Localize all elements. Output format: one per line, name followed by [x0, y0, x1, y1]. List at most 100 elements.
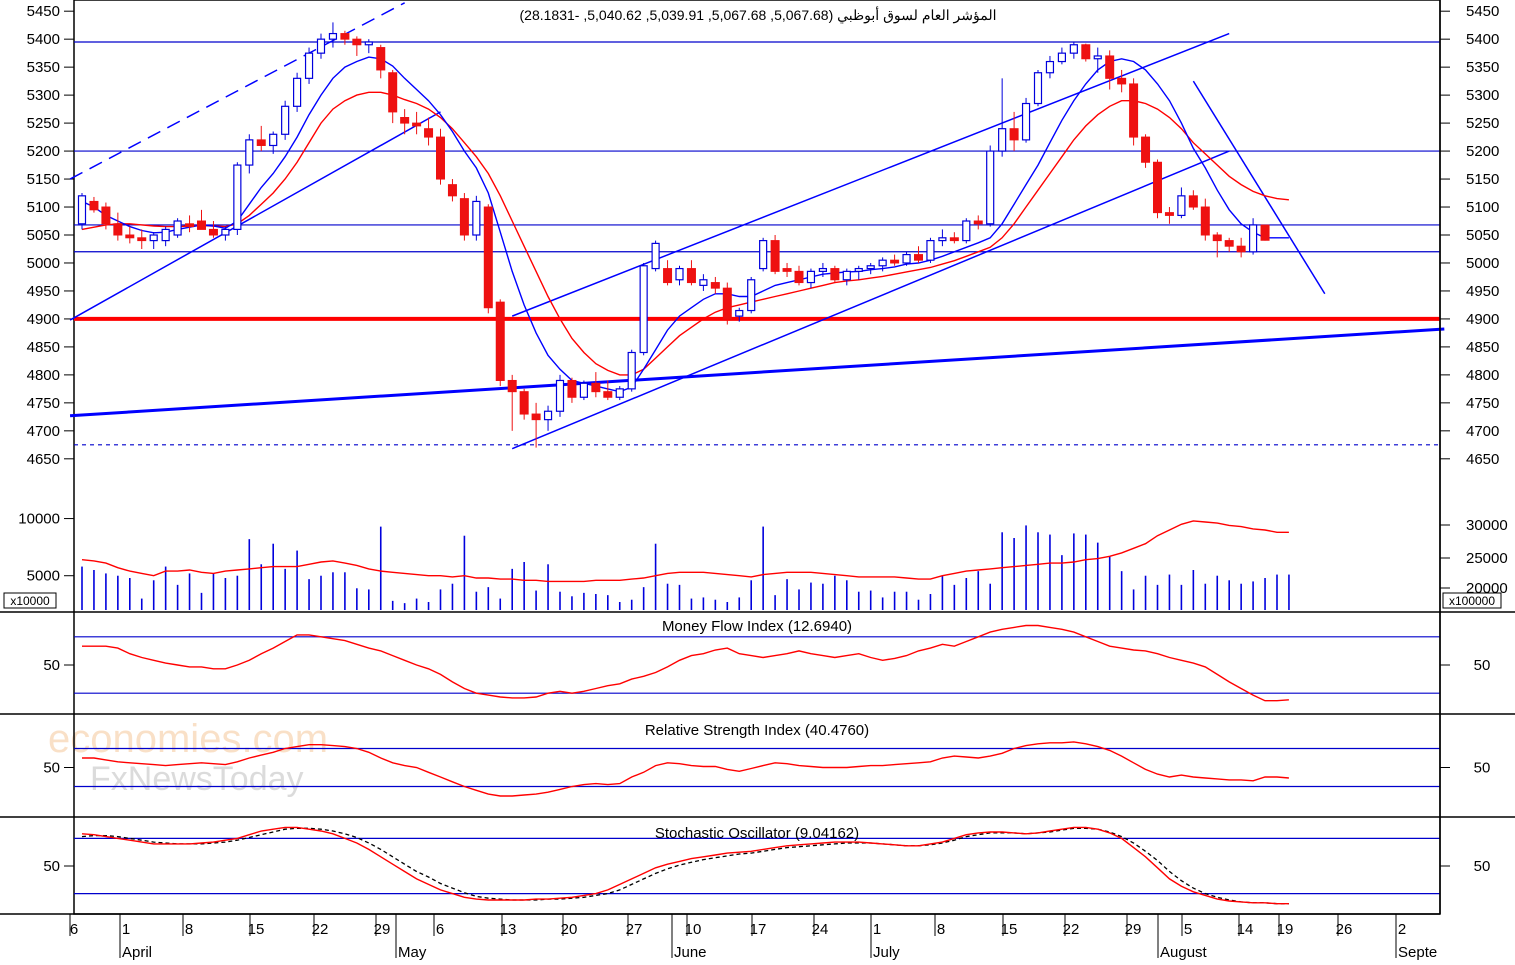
candle-body: [101, 206, 111, 225]
y-tick-label-left: 4850: [27, 339, 60, 356]
candle-body: [400, 117, 410, 124]
y-tick-label-right: 4750: [1466, 395, 1499, 412]
candle-body: [1212, 234, 1222, 242]
candle-body: [567, 379, 577, 398]
candle-body: [675, 267, 684, 281]
x-month-label: July: [873, 944, 900, 960]
candle-body: [973, 220, 983, 225]
y-tick-label-right: 5200: [1466, 143, 1499, 160]
candle-body: [1164, 212, 1174, 216]
candle-body: [256, 139, 266, 146]
trend-line: [69, 111, 441, 321]
oscillator-tick-label-left: 50: [43, 858, 60, 875]
candle-body: [472, 200, 481, 236]
candle-body: [388, 72, 398, 113]
candle-body: [1057, 52, 1067, 63]
y-tick-label-right: 4900: [1466, 311, 1499, 328]
candle-body: [149, 234, 158, 242]
candle-body: [759, 239, 768, 270]
candle-body: [639, 265, 648, 354]
candle-body: [926, 239, 935, 261]
candle-body: [221, 228, 230, 236]
candle-body: [890, 259, 900, 264]
x-tick-label: 8: [937, 921, 945, 938]
candle-body: [1117, 77, 1127, 85]
candle-body: [1081, 44, 1091, 60]
oscillator-tick-label-left: 50: [43, 760, 60, 777]
candle-body: [1188, 195, 1198, 208]
y-tick-label-right: 4700: [1466, 423, 1499, 440]
candle-body: [615, 388, 624, 398]
oscillator-line: [82, 624, 1289, 702]
candle-body: [352, 38, 362, 46]
y-tick-label-left: 5000: [27, 255, 60, 272]
moving-average-fast: [81, 56, 1289, 393]
candle-body: [531, 413, 541, 421]
candle-body: [161, 228, 170, 242]
x-tick-label: 2: [1398, 921, 1406, 938]
candle-body: [555, 379, 565, 412]
trend-line: [69, 2, 405, 180]
candle-body: [770, 240, 780, 272]
x-tick-label: 29: [1125, 921, 1142, 938]
candle-body: [364, 41, 373, 46]
candle-body: [328, 32, 338, 40]
candle-body: [986, 150, 995, 225]
candle-body: [376, 47, 386, 71]
y-tick-label-left: 4650: [27, 451, 60, 468]
y-tick-label-right: 4850: [1466, 339, 1499, 356]
y-tick-label-right: 5250: [1466, 115, 1499, 132]
y-tick-label-right: 5450: [1466, 3, 1499, 20]
candle-body: [125, 234, 135, 239]
candle-body: [424, 128, 434, 138]
candle-body: [722, 287, 732, 320]
y-tick-label-left: 5300: [27, 87, 60, 104]
y-tick-label-right: 5050: [1466, 227, 1499, 244]
candle-body: [699, 279, 708, 286]
y-tick-label-left: 5150: [27, 171, 60, 188]
x-tick-label: 20: [561, 921, 578, 938]
candle-body: [412, 122, 422, 127]
candle-body: [663, 268, 673, 284]
x-tick-label: 27: [626, 921, 643, 938]
x-tick-label: 13: [500, 921, 517, 938]
oscillator-tick-label-left: 50: [43, 657, 60, 674]
candle-body: [949, 237, 959, 242]
y-tick-label-left: 5100: [27, 199, 60, 216]
y-tick-label-left: 5250: [27, 115, 60, 132]
x-month-label: April: [122, 944, 152, 960]
candle-body: [1069, 44, 1078, 54]
candle-body: [627, 351, 636, 390]
candle-body: [591, 382, 601, 393]
candle-body: [543, 410, 553, 421]
x-tick-label: 19: [1277, 921, 1294, 938]
candle-body: [866, 265, 875, 270]
candle-body: [1236, 245, 1246, 253]
candle-body: [1045, 60, 1055, 74]
volume-scale-label-left: x10000: [10, 594, 50, 608]
x-month-label: August: [1160, 944, 1208, 960]
candle-body: [137, 237, 147, 242]
y-tick-label-left: 4900: [27, 311, 60, 328]
y-tick-label-left: 5200: [27, 143, 60, 160]
volume-scale-box-right: [1442, 592, 1502, 609]
moving-average-slow: [81, 91, 1289, 376]
y-tick-label-right: 5000: [1466, 255, 1499, 272]
candle-body: [89, 200, 99, 211]
candle-body: [710, 282, 720, 289]
volume-scale-label-right: x100000: [1449, 594, 1495, 608]
y-tick-label-left: 5050: [27, 227, 60, 244]
oscillator-line: [81, 826, 1289, 905]
candle-body: [1248, 224, 1258, 253]
candle-body: [459, 198, 469, 236]
candle-body: [878, 259, 887, 267]
candle-body: [806, 270, 816, 284]
y-tick-label-right: 4950: [1466, 283, 1499, 300]
y-tick-label-right: 5400: [1466, 31, 1499, 48]
candle-body: [938, 237, 947, 242]
oscillator-signal-line: [81, 827, 1289, 905]
oscillator-tick-label-right: 50: [1474, 858, 1491, 875]
x-month-label: May: [398, 944, 427, 960]
